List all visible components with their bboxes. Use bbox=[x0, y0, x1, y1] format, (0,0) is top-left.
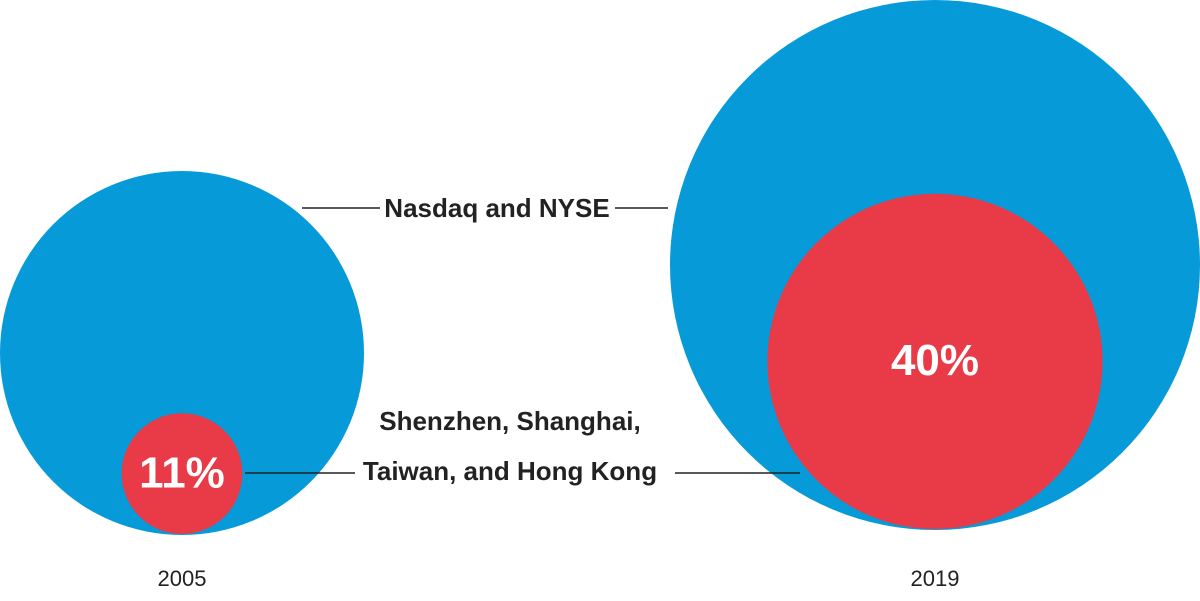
inner-circle bbox=[121, 413, 243, 534]
outer-series-label: Nasdaq and NYSE bbox=[384, 193, 609, 223]
marks bbox=[0, 0, 1200, 535]
inner-circle bbox=[767, 193, 1103, 529]
value-label: 11% bbox=[139, 448, 225, 497]
outer-circle bbox=[0, 171, 364, 535]
value-label: 40% bbox=[891, 336, 979, 385]
inner-series-label: Shenzhen, Shanghai, Taiwan, and Hong Kon… bbox=[362, 406, 658, 486]
year-label: 2005 bbox=[158, 566, 207, 591]
year-label: 2019 bbox=[911, 566, 960, 591]
